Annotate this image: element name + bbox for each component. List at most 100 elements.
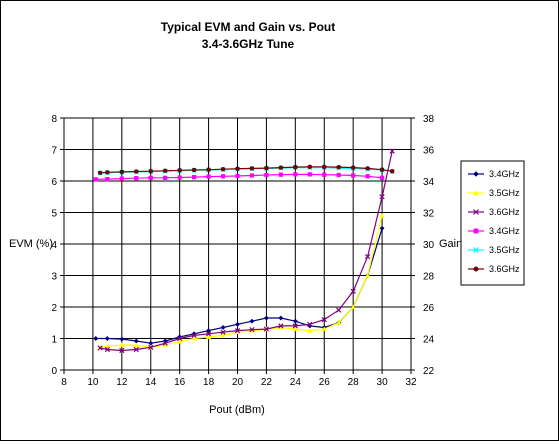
x-tick-label: 20 xyxy=(232,377,244,388)
y2-tick-label: 30 xyxy=(423,240,435,251)
legend-label: 3.4GHz xyxy=(489,226,520,236)
x-tick-label: 16 xyxy=(174,377,186,388)
data-point xyxy=(134,176,139,181)
data-point xyxy=(93,177,98,182)
y2-tick-label: 26 xyxy=(423,303,435,314)
data-point xyxy=(235,173,240,179)
data-point xyxy=(104,346,110,353)
data-point xyxy=(292,326,298,332)
legend-label: 3.6GHz xyxy=(489,264,520,274)
data-point xyxy=(350,288,356,294)
legend-item-6: 3.6GHz xyxy=(468,264,520,274)
y-tick-label: 1 xyxy=(51,335,57,346)
data-point xyxy=(379,194,385,200)
data-point xyxy=(104,335,110,342)
data-point xyxy=(307,327,313,333)
data-point xyxy=(365,272,371,278)
data-point xyxy=(249,166,255,171)
data-point xyxy=(162,340,168,346)
legend-item-2: 3.5GHz xyxy=(468,188,520,198)
data-point xyxy=(119,176,124,181)
series-4 xyxy=(93,172,385,182)
legend: 3.4GHz 3.5GHz 3.6GHz 3.4GHz 3.5GHz 3.6GHz xyxy=(460,160,525,286)
series-layer xyxy=(93,148,395,354)
data-point xyxy=(336,164,341,170)
data-point xyxy=(220,329,226,335)
chart-title: Typical EVM and Gain vs. Pout xyxy=(161,20,335,34)
data-point xyxy=(350,165,356,170)
data-point xyxy=(473,266,479,272)
y2-tick-label: 34 xyxy=(423,177,435,188)
legend-item-1: 3.4GHz xyxy=(468,169,520,179)
data-point xyxy=(307,321,313,327)
y-tick-label: 6 xyxy=(51,177,57,188)
data-point xyxy=(292,318,298,324)
data-point xyxy=(336,320,342,325)
data-point xyxy=(191,167,197,173)
legend-label: 3.4GHz xyxy=(489,169,520,179)
y-tick-label: 5 xyxy=(51,209,57,220)
data-point xyxy=(148,175,153,180)
y-tick-label: 4 xyxy=(51,240,57,251)
series-line xyxy=(100,166,393,174)
x-tick-label: 26 xyxy=(319,377,331,388)
x-tick-label: 22 xyxy=(261,377,273,388)
data-point xyxy=(278,323,284,329)
x-tick-label: 14 xyxy=(145,377,157,388)
series-6 xyxy=(97,164,395,175)
data-point xyxy=(105,170,110,175)
y-axis-label: EVM (%) xyxy=(9,238,53,250)
data-point xyxy=(235,166,240,171)
data-point xyxy=(473,189,479,196)
data-point xyxy=(177,335,183,342)
data-point xyxy=(205,331,212,337)
data-point xyxy=(473,228,479,234)
legend-label: 3.5GHz xyxy=(489,245,520,255)
data-point xyxy=(234,321,241,327)
data-point xyxy=(473,171,479,177)
legend-item-4: 3.4GHz xyxy=(468,226,520,236)
data-point xyxy=(133,346,139,353)
data-point xyxy=(350,304,356,310)
data-point xyxy=(249,318,255,324)
legend-box xyxy=(460,160,525,286)
x-tick-label: 8 xyxy=(61,377,67,388)
data-point xyxy=(307,164,312,170)
data-point xyxy=(307,172,312,177)
data-point xyxy=(249,327,255,333)
x-axis-label: Pout (dBm) xyxy=(209,404,265,416)
legend-item-3: 3.6GHz xyxy=(468,207,520,217)
data-point xyxy=(205,334,212,339)
y2-tick-label: 38 xyxy=(423,114,435,125)
data-point xyxy=(389,148,395,154)
legend-item-5: 3.5GHz xyxy=(468,245,520,255)
y2-tick-label: 24 xyxy=(423,335,435,346)
data-point xyxy=(220,332,226,338)
y-tick-label: 3 xyxy=(51,272,57,283)
x-tick-label: 10 xyxy=(87,377,99,388)
x-tick-label: 24 xyxy=(290,377,302,388)
y-tick-label: 0 xyxy=(51,366,57,377)
data-point xyxy=(119,336,125,342)
y2-axis-label: Gain xyxy=(439,238,462,250)
data-point xyxy=(148,169,153,174)
data-point xyxy=(263,315,269,321)
y-tick-label: 7 xyxy=(51,146,57,157)
data-point xyxy=(365,253,371,260)
data-point xyxy=(473,247,479,253)
data-point xyxy=(321,326,327,332)
data-point xyxy=(379,212,385,218)
x-tick-label: 30 xyxy=(377,377,389,388)
data-point xyxy=(336,307,342,313)
data-point xyxy=(192,174,197,180)
data-point xyxy=(148,344,154,350)
x-axis: 8 10 12 14 16 18 20 22 24 26 28 30 32 xyxy=(61,370,417,388)
y-axis-left: 0 1 2 3 4 5 6 7 8 xyxy=(51,114,64,377)
data-point xyxy=(249,173,255,178)
y-tick-label: 2 xyxy=(51,303,57,314)
data-point xyxy=(206,174,211,179)
y2-tick-label: 22 xyxy=(423,366,435,377)
legend-label: 3.6GHz xyxy=(489,207,520,217)
data-point xyxy=(379,167,385,172)
data-point xyxy=(177,168,182,173)
